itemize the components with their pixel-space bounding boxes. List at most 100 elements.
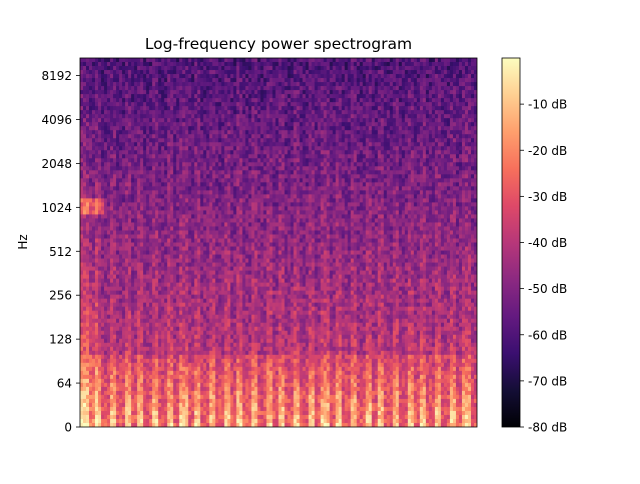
spectrogram-cell [167,322,171,328]
spectrogram-cell [98,238,102,243]
spectrogram-cell [146,402,150,408]
spectrogram-cell [167,174,171,179]
spectrogram-cell [104,70,108,75]
spectrogram-cell [122,94,126,99]
spectrogram-cell [200,102,204,107]
spectrogram-cell [80,70,84,75]
spectrogram-cell [137,274,141,279]
spectrogram-cell [155,122,159,127]
spectrogram-cell [218,66,222,71]
spectrogram-cell [230,326,234,332]
spectrogram-cell [86,278,90,284]
spectrogram-cell [182,182,186,187]
spectrogram-cell [110,186,114,191]
spectrogram-cell [236,422,240,427]
spectrogram-cell [206,150,210,155]
spectrogram-cell [137,234,141,239]
spectrogram-cell [110,150,114,155]
spectrogram-cell [161,394,165,400]
spectrogram-cell [149,82,153,87]
spectrogram-cell [176,178,180,183]
spectrogram-cell [161,210,165,215]
spectrogram-cell [95,178,99,183]
spectrogram-cell [236,178,240,183]
spectrogram-cell [92,226,96,231]
spectrogram-cell [80,102,84,107]
spectrogram-cell [206,334,210,340]
spectrogram-cell [218,158,222,163]
spectrogram-cell [134,362,138,368]
spectrogram-cell [113,190,117,195]
spectrogram-cell [104,210,108,215]
spectrogram-cell [155,218,159,223]
spectrogram-cell [209,94,213,99]
spectrogram-cell [110,238,114,243]
spectrogram-cell [113,114,117,119]
spectrogram-cell [212,378,216,384]
spectrogram-cell [212,278,216,284]
spectrogram-cell [89,154,93,159]
spectrogram-cell [218,254,222,259]
spectrogram-cell [98,322,102,328]
spectrogram-cell [89,374,93,380]
spectrogram-cell [182,126,186,131]
spectrogram-cell [233,254,237,259]
spectrogram-cell [185,98,189,103]
spectrogram-cell [86,202,90,207]
spectrogram-cell [140,154,144,159]
spectrogram-cell [179,274,183,279]
spectrogram-cell [152,242,156,247]
spectrogram-cell [236,242,240,247]
spectrogram-cell [239,242,243,247]
spectrogram-cell [230,122,234,127]
spectrogram-cell [182,70,186,75]
spectrogram-cell [89,106,93,111]
spectrogram-cell [227,282,231,288]
spectrogram-cell [170,254,174,259]
spectrogram-cell [140,410,144,416]
spectrogram-cell [164,246,168,251]
spectrogram-cell [95,318,99,324]
spectrogram-cell [179,146,183,151]
spectrogram-cell [98,230,102,235]
spectrogram-cell [182,82,186,87]
spectrogram-cell [152,170,156,175]
spectrogram-cell [236,378,240,384]
spectrogram-cell [176,242,180,247]
spectrogram-cell [185,346,189,352]
spectrogram-cell [134,234,138,239]
spectrogram-cell [152,154,156,159]
spectrogram-cell [221,322,225,328]
spectrogram-cell [173,198,177,203]
spectrogram-cell [215,110,219,115]
spectrogram-cell [125,190,129,195]
spectrogram-cell [182,206,186,211]
spectrogram-cell [86,94,90,99]
spectrogram-cell [89,194,93,199]
spectrogram-cell [155,414,159,420]
spectrogram-cell [83,146,87,151]
spectrogram-cell [161,190,165,195]
spectrogram-cell [191,298,195,304]
spectrogram-cell [125,74,129,79]
spectrogram-cell [176,414,180,420]
spectrogram-cell [107,226,111,231]
spectrogram-cell [122,134,126,139]
spectrogram-cell [203,290,207,296]
spectrogram-cell [137,166,141,171]
spectrogram-cell [212,306,216,312]
spectrogram-cell [131,378,135,384]
spectrogram-cell [197,226,201,231]
spectrogram-cell [209,358,213,364]
spectrogram-cell [122,418,126,424]
spectrogram-cell [203,58,207,63]
spectrogram-cell [86,114,90,119]
spectrogram-cell [101,146,105,151]
spectrogram-cell [239,230,243,235]
spectrogram-cell [212,70,216,75]
spectrogram-cell [146,410,150,416]
spectrogram-cell [239,190,243,195]
spectrogram-cell [98,186,102,191]
spectrogram-cell [161,202,165,207]
spectrogram-cell [203,278,207,284]
